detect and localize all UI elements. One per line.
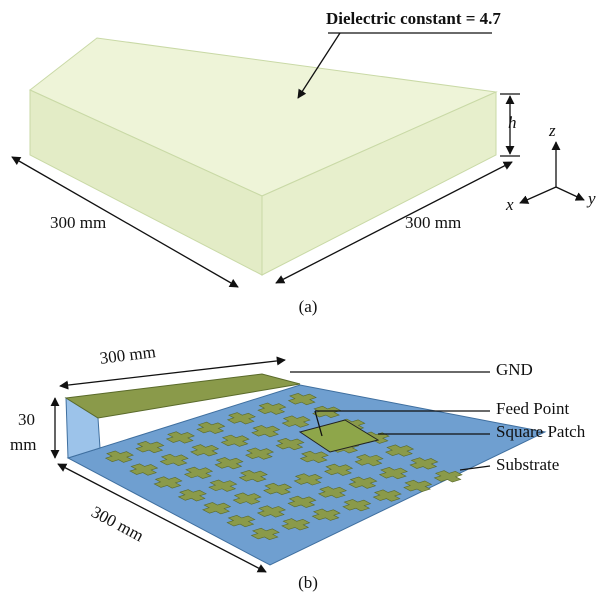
label: GND bbox=[496, 360, 533, 379]
label: Feed Point bbox=[496, 399, 569, 418]
depth-label: 300 mm bbox=[88, 502, 147, 545]
substrate-box bbox=[30, 38, 496, 275]
caption: (a) bbox=[299, 297, 318, 316]
label: Substrate bbox=[496, 455, 559, 474]
height-label: mm bbox=[10, 435, 36, 454]
axis-x: x bbox=[505, 195, 514, 214]
depth-label: 300 mm bbox=[405, 213, 461, 232]
width-label: 300 mm bbox=[99, 342, 157, 368]
width-label: 300 mm bbox=[50, 213, 106, 232]
height-label: h bbox=[508, 113, 517, 132]
axis-y: y bbox=[586, 189, 596, 208]
figure: Dielectric constant = 4.7 h z x y 300 mm… bbox=[0, 0, 616, 599]
axis-z: z bbox=[548, 121, 556, 140]
height-label: 30 bbox=[18, 410, 35, 429]
axes bbox=[520, 142, 584, 203]
label: Square Patch bbox=[496, 422, 586, 441]
caption: (b) bbox=[298, 573, 318, 592]
annotation: Dielectric constant = 4.7 bbox=[326, 9, 501, 28]
